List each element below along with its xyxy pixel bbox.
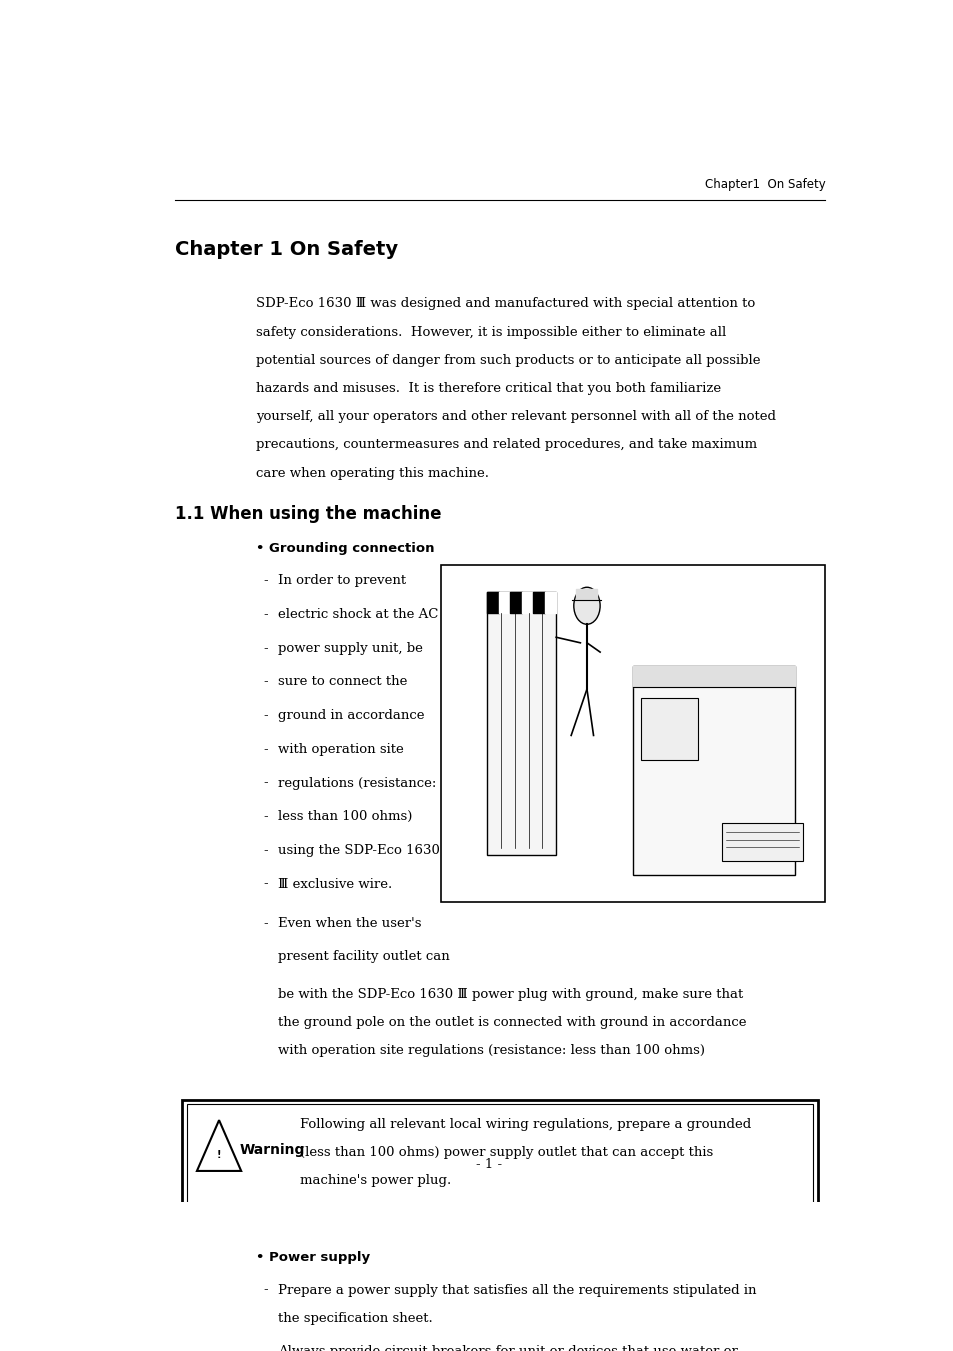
Text: hazards and misuses.  It is therefore critical that you both familiarize: hazards and misuses. It is therefore cri… [255,382,720,394]
Text: -: - [263,777,268,789]
Text: In order to prevent: In order to prevent [278,574,406,588]
Text: -: - [263,1346,268,1351]
Text: -: - [263,917,268,929]
Text: present facility outlet can: present facility outlet can [278,950,450,963]
Text: the specification sheet.: the specification sheet. [278,1312,433,1325]
Text: ground in accordance: ground in accordance [278,709,424,723]
Text: - 1 -: - 1 - [476,1158,501,1171]
Text: be with the SDP-Eco 1630 Ⅲ power plug with ground, make sure that: be with the SDP-Eco 1630 Ⅲ power plug wi… [278,988,742,1001]
Text: -: - [263,811,268,823]
Text: with operation site: with operation site [278,743,403,755]
Text: yourself, all your operators and other relevant personnel with all of the noted: yourself, all your operators and other r… [255,411,775,423]
Text: Following all relevant local wiring regulations, prepare a grounded: Following all relevant local wiring regu… [300,1117,751,1131]
Text: precautions, countermeasures and related procedures, and take maximum: precautions, countermeasures and related… [255,439,757,451]
Text: care when operating this machine.: care when operating this machine. [255,466,489,480]
Text: power supply unit, be: power supply unit, be [278,642,422,655]
Text: SDP-Eco 1630 Ⅲ was designed and manufactured with special attention to: SDP-Eco 1630 Ⅲ was designed and manufact… [255,297,755,311]
Text: less than 100 ohms): less than 100 ohms) [278,811,412,823]
Text: !: ! [216,1150,221,1159]
FancyBboxPatch shape [721,823,801,861]
Text: -: - [263,878,268,890]
Text: regulations (resistance:: regulations (resistance: [278,777,436,789]
Text: Ⅲ exclusive wire.: Ⅲ exclusive wire. [278,878,392,890]
Text: Prepare a power supply that satisfies all the requirements stipulated in: Prepare a power supply that satisfies al… [278,1283,756,1297]
FancyBboxPatch shape [182,1100,817,1219]
Text: sure to connect the: sure to connect the [278,676,407,689]
Text: -: - [263,1283,268,1297]
Text: Always provide circuit breakers for unit or devices that use water or: Always provide circuit breakers for unit… [278,1346,738,1351]
Text: with operation site regulations (resistance: less than 100 ohms): with operation site regulations (resista… [278,1044,704,1056]
Text: • Power supply: • Power supply [255,1251,370,1263]
Text: -: - [263,676,268,689]
FancyBboxPatch shape [187,1104,813,1213]
Text: safety considerations.  However, it is impossible either to eliminate all: safety considerations. However, it is im… [255,326,725,339]
Text: Even when the user's: Even when the user's [278,917,421,929]
Text: the ground pole on the outlet is connected with ground in accordance: the ground pole on the outlet is connect… [278,1016,746,1029]
Text: (less than 100 ohms) power supply outlet that can accept this: (less than 100 ohms) power supply outlet… [300,1146,713,1159]
Text: machine's power plug.: machine's power plug. [300,1174,451,1188]
Text: electric shock at the AC: electric shock at the AC [278,608,438,621]
Text: Warning: Warning [239,1143,305,1156]
FancyBboxPatch shape [633,666,794,875]
Text: Chapter1  On Safety: Chapter1 On Safety [704,178,824,192]
FancyBboxPatch shape [486,592,556,855]
Text: LASER: LASER [660,727,678,731]
Text: • Grounding connection: • Grounding connection [255,542,434,555]
Text: -: - [263,608,268,621]
FancyBboxPatch shape [440,565,824,902]
Circle shape [573,588,599,624]
Text: 1.1 When using the machine: 1.1 When using the machine [174,505,440,523]
Text: -: - [263,844,268,857]
FancyBboxPatch shape [640,697,697,761]
Text: Chapter 1 On Safety: Chapter 1 On Safety [174,240,397,259]
Text: -: - [263,574,268,588]
Text: potential sources of danger from such products or to anticipate all possible: potential sources of danger from such pr… [255,354,760,366]
Text: -: - [263,743,268,755]
Text: -: - [263,642,268,655]
Text: -: - [263,709,268,723]
Text: using the SDP-Eco 1630: using the SDP-Eco 1630 [278,844,439,857]
